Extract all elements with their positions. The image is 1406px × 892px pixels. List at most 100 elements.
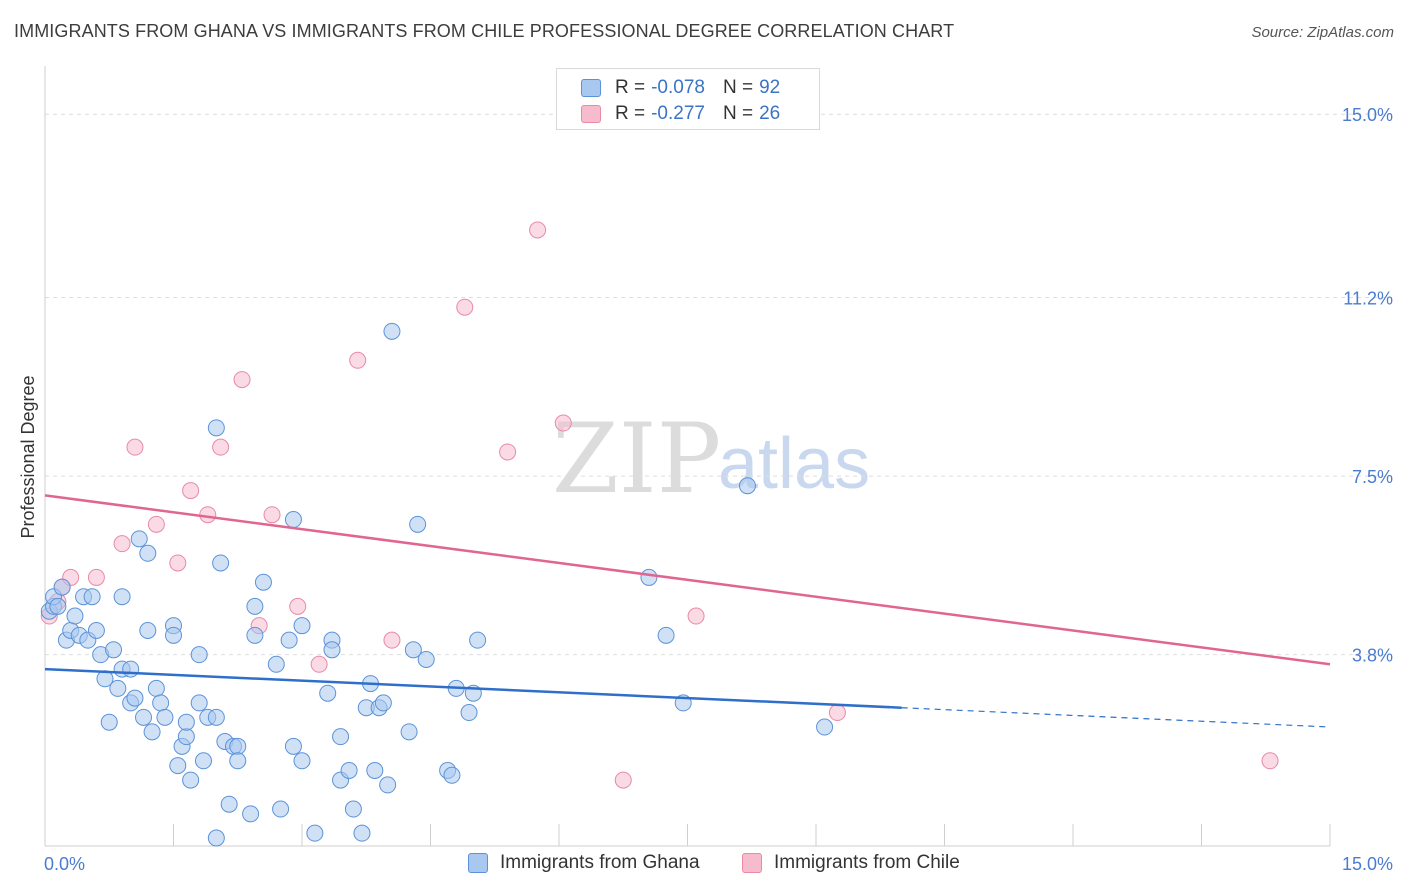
chile-point (212, 438, 230, 456)
ghana-point (177, 728, 195, 746)
ghana-point (246, 626, 264, 644)
chile-point (828, 704, 846, 722)
ghana-point (207, 829, 225, 847)
x-tick-label: 15.0% (1342, 854, 1393, 874)
ghana-point (100, 713, 118, 731)
chile-point (1261, 752, 1279, 770)
ghana-point (212, 554, 230, 572)
ghana-point (293, 752, 311, 770)
stats-legend: R = -0.078 N = 92 R = -0.277 N = 26 (556, 68, 820, 130)
legend-n-value: 92 (759, 77, 781, 98)
y-tick-label: 11.2% (1343, 289, 1393, 309)
chart-source: Source: ZipAtlas.com (1251, 24, 1394, 41)
ghana-point (122, 660, 140, 678)
ghana-point (366, 761, 384, 779)
legend-r-label: R = (615, 103, 646, 124)
ghana-point (229, 752, 247, 770)
ghana-point (113, 588, 131, 606)
legend-item-ghana[interactable]: Immigrants from Ghana (468, 852, 700, 874)
chile-point (554, 414, 572, 432)
watermark-atlas: atlas (718, 424, 870, 504)
ghana-point (272, 800, 290, 818)
ghana-point (242, 805, 260, 823)
chile-point (87, 568, 105, 586)
ghana-point (417, 650, 435, 668)
ghana-point (254, 573, 272, 591)
ghana-point (460, 704, 478, 722)
ghana-point (109, 679, 127, 697)
ghana-point (135, 708, 153, 726)
ghana-point (66, 607, 84, 625)
ghana-point (657, 626, 675, 644)
watermark-zip: ZIP (552, 403, 721, 515)
chile-point (199, 506, 217, 524)
ghana-point (139, 544, 157, 562)
ghana-point (293, 617, 311, 635)
chart-title: IMMIGRANTS FROM GHANA VS IMMIGRANTS FROM… (14, 21, 955, 41)
ghana-point (177, 713, 195, 731)
y-tick-label: 7.5% (1352, 467, 1393, 487)
y-tick-label: 15.0% (1342, 105, 1393, 125)
ghana-point (306, 824, 324, 842)
ghana-point (126, 689, 144, 707)
series-legend: Immigrants from Ghana Immigrants from Ch… (0, 852, 1406, 878)
trend-lines (44, 494, 1331, 728)
legend-r-label: R = (615, 77, 646, 98)
chile-point (456, 298, 474, 316)
ghana-point (169, 757, 187, 775)
ghana-point (220, 795, 238, 813)
legend-item-chile[interactable]: Immigrants from Chile (742, 852, 960, 874)
ghana-point (383, 322, 401, 340)
ghana-trend-extension (901, 707, 1331, 728)
chile-point (310, 655, 328, 673)
ghana-point (53, 578, 71, 596)
series-ghana-points (40, 322, 834, 847)
ghana-point (246, 597, 264, 615)
legend-r-value: -0.078 (651, 77, 705, 98)
ghana-point (319, 684, 337, 702)
ghana-point (152, 694, 170, 712)
chile-point (614, 771, 632, 789)
chile-point (233, 371, 251, 389)
ghana-point (49, 597, 67, 615)
legend-row-chile: R = -0.277 N = 26 (581, 103, 780, 125)
ghana-point (207, 708, 225, 726)
ghana-point (143, 723, 161, 741)
legend-label-chile: Immigrants from Chile (774, 852, 960, 873)
ghana-point (409, 515, 427, 533)
y-tick-labels: 3.8% 7.5% 11.2% 15.0% (1342, 105, 1393, 665)
chile-point (687, 607, 705, 625)
ghana-point (469, 631, 487, 649)
ghana-point (147, 679, 165, 697)
ghana-point (130, 530, 148, 548)
chile-point (126, 438, 144, 456)
x-tick-label: 0.0% (44, 854, 85, 874)
legend-swatch-chile (581, 105, 601, 123)
ghana-trend-line (44, 667, 902, 709)
ghana-point (105, 641, 123, 659)
ghana-point (443, 766, 461, 784)
ghana-point (344, 800, 362, 818)
chile-point (263, 506, 281, 524)
legend-row-ghana: R = -0.078 N = 92 (581, 77, 780, 99)
chile-point (499, 443, 517, 461)
ghana-point (229, 737, 247, 755)
chile-point (147, 515, 165, 533)
legend-n-label: N = (722, 77, 754, 98)
ghana-point (640, 568, 658, 586)
ghana-point (323, 641, 341, 659)
legend-swatch-chile (742, 853, 762, 873)
legend-n-value: 26 (759, 103, 781, 124)
ghana-point (280, 631, 298, 649)
legend-swatch-ghana (468, 853, 488, 873)
legend-r-value: -0.277 (651, 103, 705, 124)
chile-trend-line (44, 494, 1331, 666)
x-tick-labels: 0.0% 15.0% (44, 854, 1393, 874)
ghana-point (165, 626, 182, 644)
ghana-point (190, 646, 208, 664)
chile-point (169, 554, 187, 572)
ghana-point (284, 737, 302, 755)
ghana-point (194, 752, 212, 770)
ghana-point (353, 824, 371, 842)
